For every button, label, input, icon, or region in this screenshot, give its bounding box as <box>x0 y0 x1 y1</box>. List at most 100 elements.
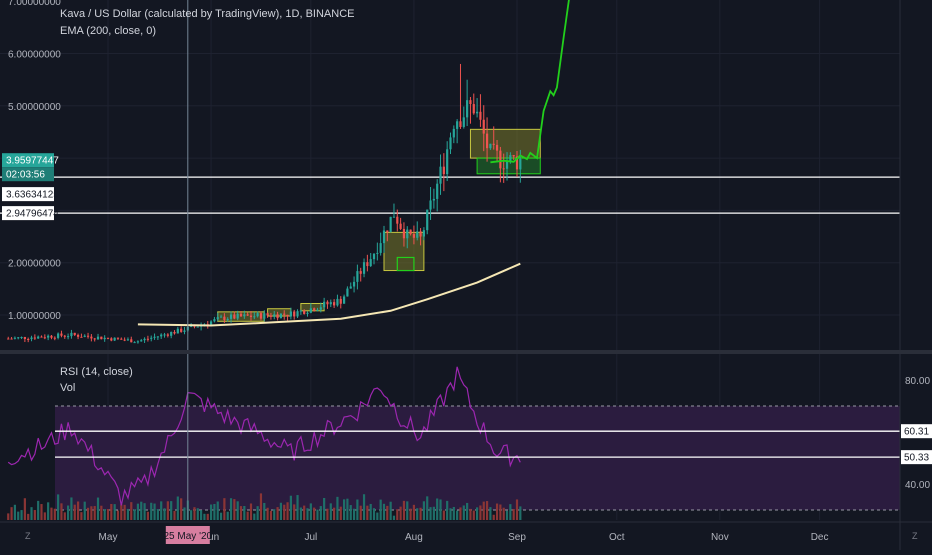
rsi-level-box <box>901 424 932 439</box>
candle-body <box>409 229 412 235</box>
volume-bar <box>73 504 76 520</box>
volume-bar <box>209 504 213 520</box>
candle-body <box>76 334 80 337</box>
volume-bar <box>366 505 369 520</box>
volume-bar <box>379 499 382 520</box>
candle-body <box>402 228 406 239</box>
candle-body <box>276 314 279 319</box>
left-corner-label[interactable]: Z <box>25 531 31 541</box>
price-axis[interactable]: 7.00000000 6.00000000 5.00000000 2.00000000… <box>2 0 61 322</box>
level-price-label: 2.94796474 <box>6 209 59 220</box>
right-corner-label[interactable]: Z <box>912 531 918 541</box>
candle-body <box>475 111 479 114</box>
volume-bar <box>7 513 10 520</box>
volume-bar <box>106 509 110 520</box>
candle-body <box>442 166 445 175</box>
volume-bar <box>33 510 36 520</box>
volume-bar <box>20 510 23 520</box>
projection-path <box>490 0 570 164</box>
volume-bar <box>83 501 86 520</box>
candle-body <box>73 332 76 335</box>
candle-body <box>372 253 376 260</box>
candle-body <box>376 252 379 254</box>
volume-bar <box>256 506 259 520</box>
time-axis[interactable]: May Jun Jul Aug Sep Oct Nov Dec 25 May '20 <box>99 526 829 544</box>
grid-lines <box>0 0 900 520</box>
volume-bar <box>96 497 100 520</box>
candle-body <box>279 313 283 319</box>
volume-bar <box>166 501 169 520</box>
candle-body <box>170 331 173 336</box>
volume-bar <box>412 504 416 520</box>
symbol-title[interactable]: Kava / US Dollar (calculated by TradingV… <box>60 8 354 20</box>
candle-body <box>100 336 103 340</box>
volume-bar <box>349 505 352 520</box>
candle-body <box>492 143 495 145</box>
candle-body <box>296 311 299 317</box>
volume-bar <box>482 501 485 520</box>
candle-body <box>23 337 26 340</box>
candle-body <box>392 216 396 218</box>
ema-legend[interactable]: EMA (200, close, 0) <box>60 25 156 37</box>
candles <box>7 63 522 344</box>
volume-bar <box>509 504 512 520</box>
candle-body <box>416 231 419 238</box>
volume-bar <box>276 507 279 520</box>
volume-bar <box>80 512 83 520</box>
volume-bar <box>226 511 229 520</box>
volume-bar <box>93 506 96 520</box>
volume-bar <box>309 503 312 520</box>
candle-body <box>176 328 179 334</box>
volume-bar <box>133 509 136 520</box>
candle-body <box>226 318 229 321</box>
volume-bar <box>336 496 339 520</box>
candle-body <box>216 317 219 320</box>
volume-bar <box>236 501 239 520</box>
candle-body <box>359 271 362 274</box>
candle-body <box>306 312 309 314</box>
volume-bar <box>429 507 432 520</box>
rsi-level-box <box>901 450 932 465</box>
volume-bar <box>180 498 183 520</box>
volume-bar <box>43 512 46 520</box>
time-tick-label: Jun <box>203 532 219 543</box>
candle-body <box>33 337 36 339</box>
horizontal-level-lines[interactable] <box>0 176 900 214</box>
candle-body <box>352 281 356 287</box>
candle-body <box>329 302 332 305</box>
volume-bar <box>160 501 163 520</box>
candle-body <box>336 298 339 306</box>
rsi-legend[interactable]: RSI (14, close) <box>60 366 133 378</box>
volume-bar <box>190 510 193 520</box>
level-price-label: 3.63634125 <box>6 190 59 201</box>
candle-body <box>333 302 336 306</box>
volume-bar <box>489 507 492 520</box>
candle-body <box>479 111 482 120</box>
candle-body <box>57 333 60 338</box>
vol-legend[interactable]: Vol <box>60 382 75 394</box>
volume-bar <box>372 508 376 520</box>
candle-body <box>140 340 143 342</box>
volume-bar <box>269 510 273 520</box>
level-price-box <box>2 206 54 221</box>
candle-body <box>426 209 429 231</box>
volume-bar <box>229 498 233 520</box>
candle-body <box>80 336 83 338</box>
candle-body <box>509 155 512 162</box>
volume-bar <box>352 508 356 520</box>
candle-body <box>150 337 153 339</box>
volume-bar <box>249 503 253 520</box>
volume-bar <box>326 508 329 520</box>
highlight-zone <box>396 256 415 272</box>
volume-bar <box>126 508 130 520</box>
candle-body <box>319 307 322 310</box>
volume-bar <box>150 502 153 520</box>
volume-bar <box>273 509 276 520</box>
volume-bar <box>27 513 30 520</box>
candle-body <box>362 262 366 274</box>
volume-bar <box>362 494 366 520</box>
candle-body <box>50 335 53 338</box>
candle-body <box>356 271 359 282</box>
rsi-axis[interactable]: 80.00 40.00 60.31 50.33 <box>901 376 932 491</box>
